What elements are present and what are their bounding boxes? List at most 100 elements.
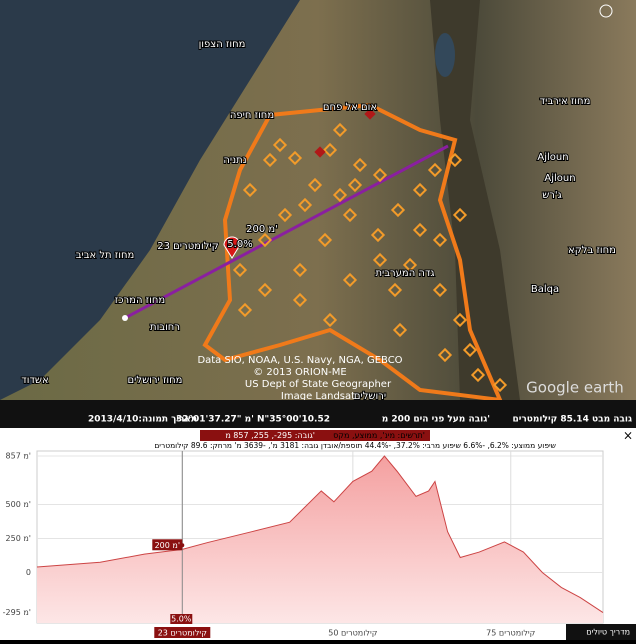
route-end — [122, 315, 128, 321]
map-label: מחוז הצפון — [199, 39, 246, 50]
valley — [430, 0, 520, 400]
status-bar — [0, 400, 636, 428]
credit: Data SIO, NOAA, U.S. Navy, NGA, GEBCO — [197, 355, 402, 366]
placemarks — [122, 108, 508, 393]
placemark — [232, 262, 248, 278]
placemark — [352, 157, 368, 173]
placemark — [237, 302, 253, 318]
placemark — [257, 282, 273, 298]
x-tick-label: 75 קילומטרים — [486, 629, 535, 638]
summary-graph: גובה: 295-, 255, 857 מ' — [225, 431, 315, 440]
marker-distance: 23 קילומטרים — [157, 241, 218, 252]
cursor-label-box — [152, 539, 183, 551]
eye-alt: גובה מבט 85.14 קילומטרים — [512, 415, 632, 425]
summary-box — [200, 430, 430, 441]
marker-elevation: 200 מ' — [246, 224, 278, 235]
map-label: ירושלים — [354, 391, 386, 402]
profile-plot: 857 מ' 500 מ' 250 מ' 0 -295 מ' 23 קילומטרים 50… — [3, 451, 604, 638]
x-tick-label: 50 קילומטרים — [328, 629, 377, 638]
map-label: מחוז חיפה — [230, 110, 274, 121]
map-label: אום אל פחם — [323, 102, 377, 113]
placemark — [492, 377, 508, 393]
compass[interactable] — [599, 4, 613, 18]
placemark — [347, 177, 363, 193]
placemark — [342, 272, 358, 288]
map[interactable]: 200 מ' 23 קילומטרים 5.0% אום אל פחם מחוז … — [0, 0, 636, 403]
map-label: גדה המערבית — [375, 268, 434, 279]
cursor-marker — [223, 236, 241, 259]
placemark — [437, 347, 453, 363]
elevation: גובה מעל פני הים 200 מ' — [382, 415, 490, 425]
placemark — [332, 187, 348, 203]
y-tick-label: 500 מ' — [6, 500, 31, 509]
y-tick-label: 0 — [26, 568, 31, 577]
y-tick-label: 857 מ' — [6, 452, 31, 461]
placemark — [277, 207, 293, 223]
placemark — [372, 167, 388, 183]
placemark — [272, 137, 288, 153]
credit: © 2013 ORION-ME — [253, 367, 346, 378]
placemark — [314, 146, 326, 158]
profile-line — [36, 455, 604, 613]
y-tick-label: -295 מ' — [3, 608, 31, 617]
y-tick-label: 250 מ' — [6, 534, 31, 543]
slope-label: 5.0% — [171, 615, 192, 624]
guide-label[interactable]: מדריך טיולים — [586, 628, 630, 637]
placemark — [322, 312, 338, 328]
sea — [0, 0, 300, 400]
placemark — [317, 232, 333, 248]
placemark — [402, 257, 418, 273]
placemark — [432, 232, 448, 248]
placemark — [287, 150, 303, 166]
placemark — [452, 207, 468, 223]
logo: Google earth — [526, 379, 624, 397]
map-label: רחובות — [150, 322, 180, 333]
map-label: מחוז המרכז — [115, 295, 165, 306]
marker-slope: 5.0% — [227, 239, 252, 250]
summary-legend: תרשים: מינ', ממוצע, מקס' — [333, 431, 425, 440]
placemark — [242, 182, 258, 198]
map-label: ג'רש — [542, 190, 562, 201]
placemark — [332, 122, 348, 138]
placemark — [470, 367, 486, 383]
map-label: נתניה — [223, 155, 246, 166]
map-labels: אום אל פחם מחוז חיפה נתניה מחוז תל אביב מחוז… — [20, 38, 617, 403]
date: תאריך תמונה:2013/4/10 — [88, 415, 197, 425]
credits: Data SIO, NOAA, U.S. Navy, NGA, GEBCO © … — [197, 355, 402, 402]
map-label: אשדוד — [21, 375, 48, 386]
map-label: מחוז תל אביב — [76, 250, 135, 261]
coords: 32°01'37.27" מ' N"35°00'10.52 — [176, 415, 330, 425]
path-line — [124, 144, 449, 320]
map-label: מחוז בלקא — [568, 245, 616, 256]
close-button[interactable]: × — [623, 429, 633, 443]
placemark — [452, 312, 468, 328]
map-label: מחוז ירושלים — [128, 375, 183, 386]
profile-stats: שיפוע ממוצע: 6.2%, -6.6% שיפוע מרבי: 37.… — [154, 441, 556, 450]
placemark — [257, 232, 273, 248]
region-outline — [202, 102, 504, 403]
credit: Image Landsat — [281, 391, 355, 402]
placemark — [412, 182, 428, 198]
placemark — [387, 282, 403, 298]
placemark — [292, 292, 308, 308]
placemark — [392, 322, 408, 338]
guide-tab[interactable] — [566, 624, 636, 640]
profile-area — [37, 456, 603, 623]
placemark — [447, 152, 463, 168]
placemark — [372, 252, 388, 268]
placemark — [297, 197, 313, 213]
map-label: מחוז אירביד — [540, 96, 591, 107]
map-label: Ajloun — [537, 152, 568, 163]
placemark — [307, 177, 323, 193]
tick-highlight — [154, 627, 211, 638]
placemark — [427, 162, 443, 178]
cursor-label: 200 מ' — [155, 541, 180, 550]
credit: US Dept of State Geographer — [245, 379, 392, 390]
placemark — [292, 262, 308, 278]
x-tick-label: 23 קילומטרים — [158, 629, 207, 638]
map-label: Balqa — [531, 284, 559, 295]
slope-box — [170, 614, 193, 624]
placemark — [342, 207, 358, 223]
map-label: Ajloun — [544, 173, 575, 184]
